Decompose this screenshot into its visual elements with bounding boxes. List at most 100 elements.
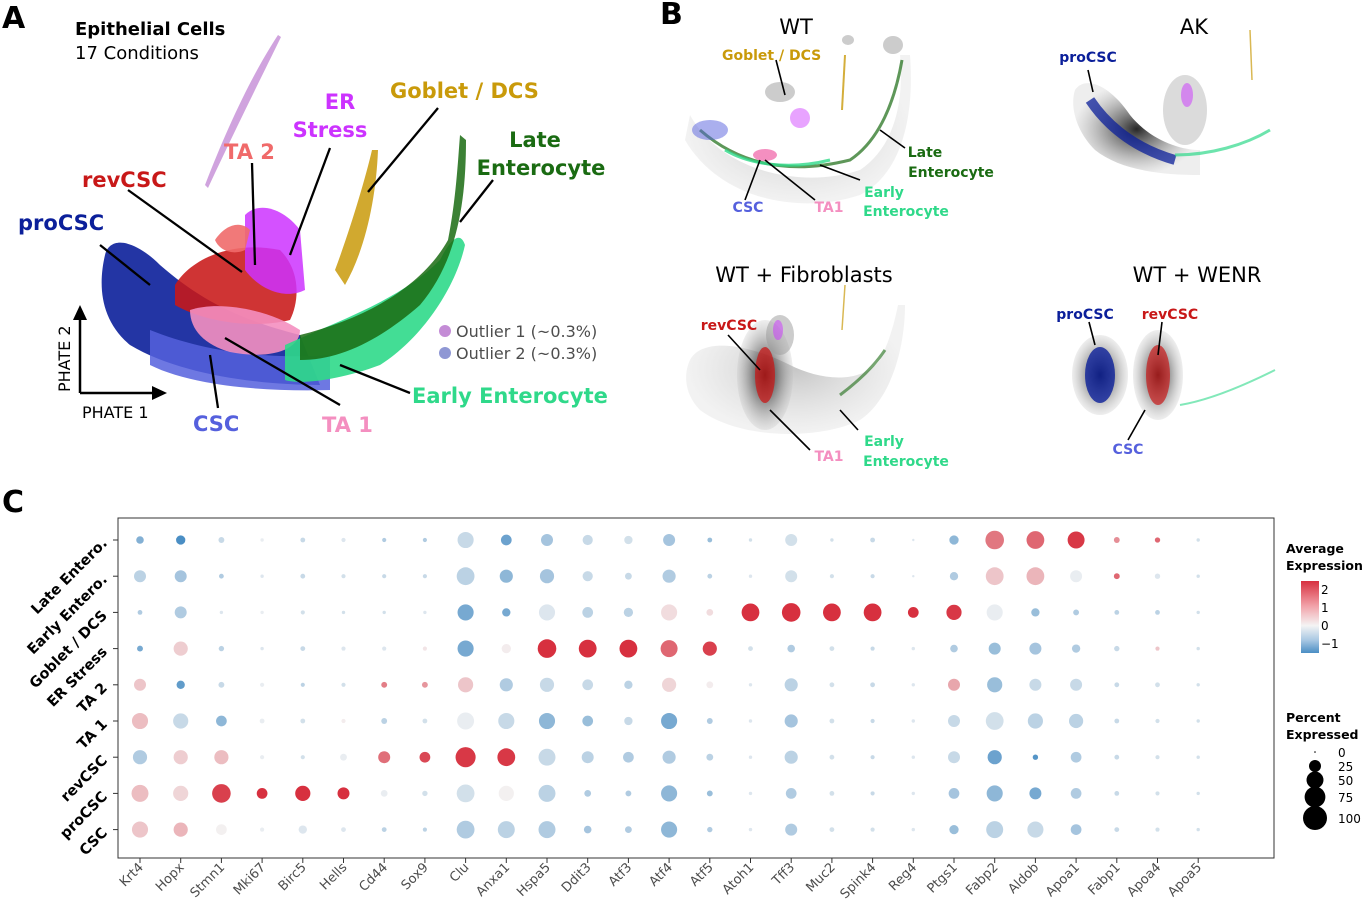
fib-label-revcsc: revCSC [701,318,757,334]
dot-procsc-atf5 [706,790,713,797]
dot-ta-2-hells [341,682,346,687]
dot-goblet-dcs-fabp2 [986,604,1003,621]
dot-ta-1-anxa1 [498,712,515,730]
dot-procsc-cd44 [380,790,388,797]
dot-late-entero--anxa1 [500,534,512,546]
dot-procsc-muc2 [829,791,835,796]
dot-er-stress-atoh1 [748,646,753,651]
fib-label-ta1: TA1 [814,449,843,465]
subpanel-title-wt-wenr: WT + WENR [1133,263,1262,287]
dot-goblet-dcs-atf5 [706,609,714,616]
dot-csc-atf5 [707,826,713,833]
cluster-ta1 [190,306,300,355]
dot-late-entero--fabp1 [1113,537,1120,543]
dot-revcsc-hspa5 [538,748,556,766]
dot-late-entero--hopx [176,535,186,545]
dot-csc-muc2 [829,827,835,832]
dot-er-stress-hopx [173,641,188,656]
ak-label-procsc: proCSC [1059,50,1116,66]
dot-late-entero--atoh1 [748,538,753,542]
dot-revcsc-apoa1 [1070,751,1082,763]
dot-goblet-dcs-spink4 [863,603,882,622]
size-legend-label-50: 50 [1338,774,1353,788]
dot-procsc-ddit3 [584,790,592,797]
dot-revcsc-stmn1 [214,750,229,765]
panel-a-letter: A [2,1,26,36]
wt-label-ta1: TA1 [814,200,843,216]
dot-er-stress-apoa1 [1071,644,1081,653]
dot-ta-1-apoa5 [1196,719,1200,723]
dotplot-frame [117,517,1275,859]
dot-goblet-dcs-atf4 [661,604,678,621]
dot-csc-atoh1 [748,827,753,832]
dot-revcsc-atoh1 [748,755,753,759]
subpanel-title-wt: WT [779,15,813,39]
dot-goblet-dcs-atoh1 [741,603,760,622]
dot-ta-2-atf4 [662,677,677,692]
x-tick-label-reg4: Reg4 [886,860,920,894]
x-tick-label-mki67: Mki67 [231,860,269,898]
dot-er-stress-sox9 [422,646,427,651]
dot-ta-1-sox9 [422,718,428,724]
x-tick-label-cd44: Cd44 [356,860,391,895]
dot-early-entero--clu [456,567,475,586]
x-tick-label-atf5: Atf5 [687,860,716,889]
dot-ta-1-tff3 [784,714,798,728]
dot-early-entero--birc5 [300,573,306,579]
dot-late-entero--atf4 [663,534,676,546]
dot-revcsc-sox9 [419,751,431,763]
dot-ta-2-clu [458,677,474,693]
x-tick-label-atoh1: Atoh1 [720,860,758,898]
panel-c-letter: C [2,485,24,520]
x-tick-label-fabp1: Fabp1 [1085,860,1123,898]
dot-ta-1-krt4 [131,712,149,730]
label-csc: CSC [193,412,239,436]
dot-ta-1-apoa1 [1069,713,1084,729]
size-legend-label-75: 75 [1338,791,1353,805]
dot-revcsc-hells [340,753,347,761]
dot-ta-2-tff3 [784,678,798,692]
label-goblet-dcs: Goblet / DCS [390,79,539,103]
dot-er-stress-muc2 [829,646,835,651]
dot-procsc-ptgs1 [948,788,960,799]
dot-ta-2-ddit3 [582,679,594,691]
x-tick-label-apoa4: Apoa4 [1124,860,1164,900]
cluster-outlier1 [205,35,281,188]
dot-ta-2-reg4 [911,683,915,687]
dot-late-entero--clu [457,531,474,549]
dot-procsc-apoa4 [1155,791,1160,796]
dot-ta-2-atf3 [624,680,633,689]
phate-embedding [101,35,466,391]
dot-revcsc-atf4 [662,750,676,764]
dot-revcsc-spink4 [870,755,875,760]
x-tick-label-tff3: Tff3 [769,860,798,889]
dot-revcsc-reg4 [911,755,915,759]
panel-c: C Krt4 Hopx Stmn1 Mki67 Birc5 Hells Cd44 Sox9 Cl… [2,485,1363,902]
dot-procsc-tff3 [785,788,797,799]
colorbar-tick-1: 1 [1321,601,1329,615]
subpanel-title-ak: AK [1180,15,1209,39]
size-legend-label-0: 0 [1338,746,1346,760]
dot-ta-2-muc2 [829,682,835,688]
dot-revcsc-birc5 [300,755,305,760]
dot-ta-1-cd44 [381,718,388,724]
dot-goblet-dcs-hspa5 [538,604,556,621]
x-tick-label-hspa5: Hspa5 [514,860,554,900]
dot-revcsc-tff3 [784,750,798,764]
dot-ta-2-atoh1 [748,683,753,687]
colorbar-tick-3: −1 [1321,637,1339,651]
dot-revcsc-cd44 [378,751,391,764]
dot-revcsc-clu [455,747,476,768]
dot-ta-1-aldob [1027,713,1043,729]
dot-procsc-sox9 [422,790,428,797]
x-tick-label-stmn1: Stmn1 [188,860,229,901]
dot-er-stress-spink4 [870,646,875,651]
dot-ta-1-hspa5 [538,712,556,730]
dot-ta-1-apoa4 [1155,718,1160,724]
outlier2-key [439,347,451,359]
dot-late-entero--reg4 [912,538,915,542]
outlier1-label: Outlier 1 (~0.3%) [456,322,597,341]
wt-label-enterocyte: Enterocyte [908,165,994,181]
dot-er-stress-krt4 [137,645,143,652]
dot-ta-2-apoa5 [1196,683,1200,687]
